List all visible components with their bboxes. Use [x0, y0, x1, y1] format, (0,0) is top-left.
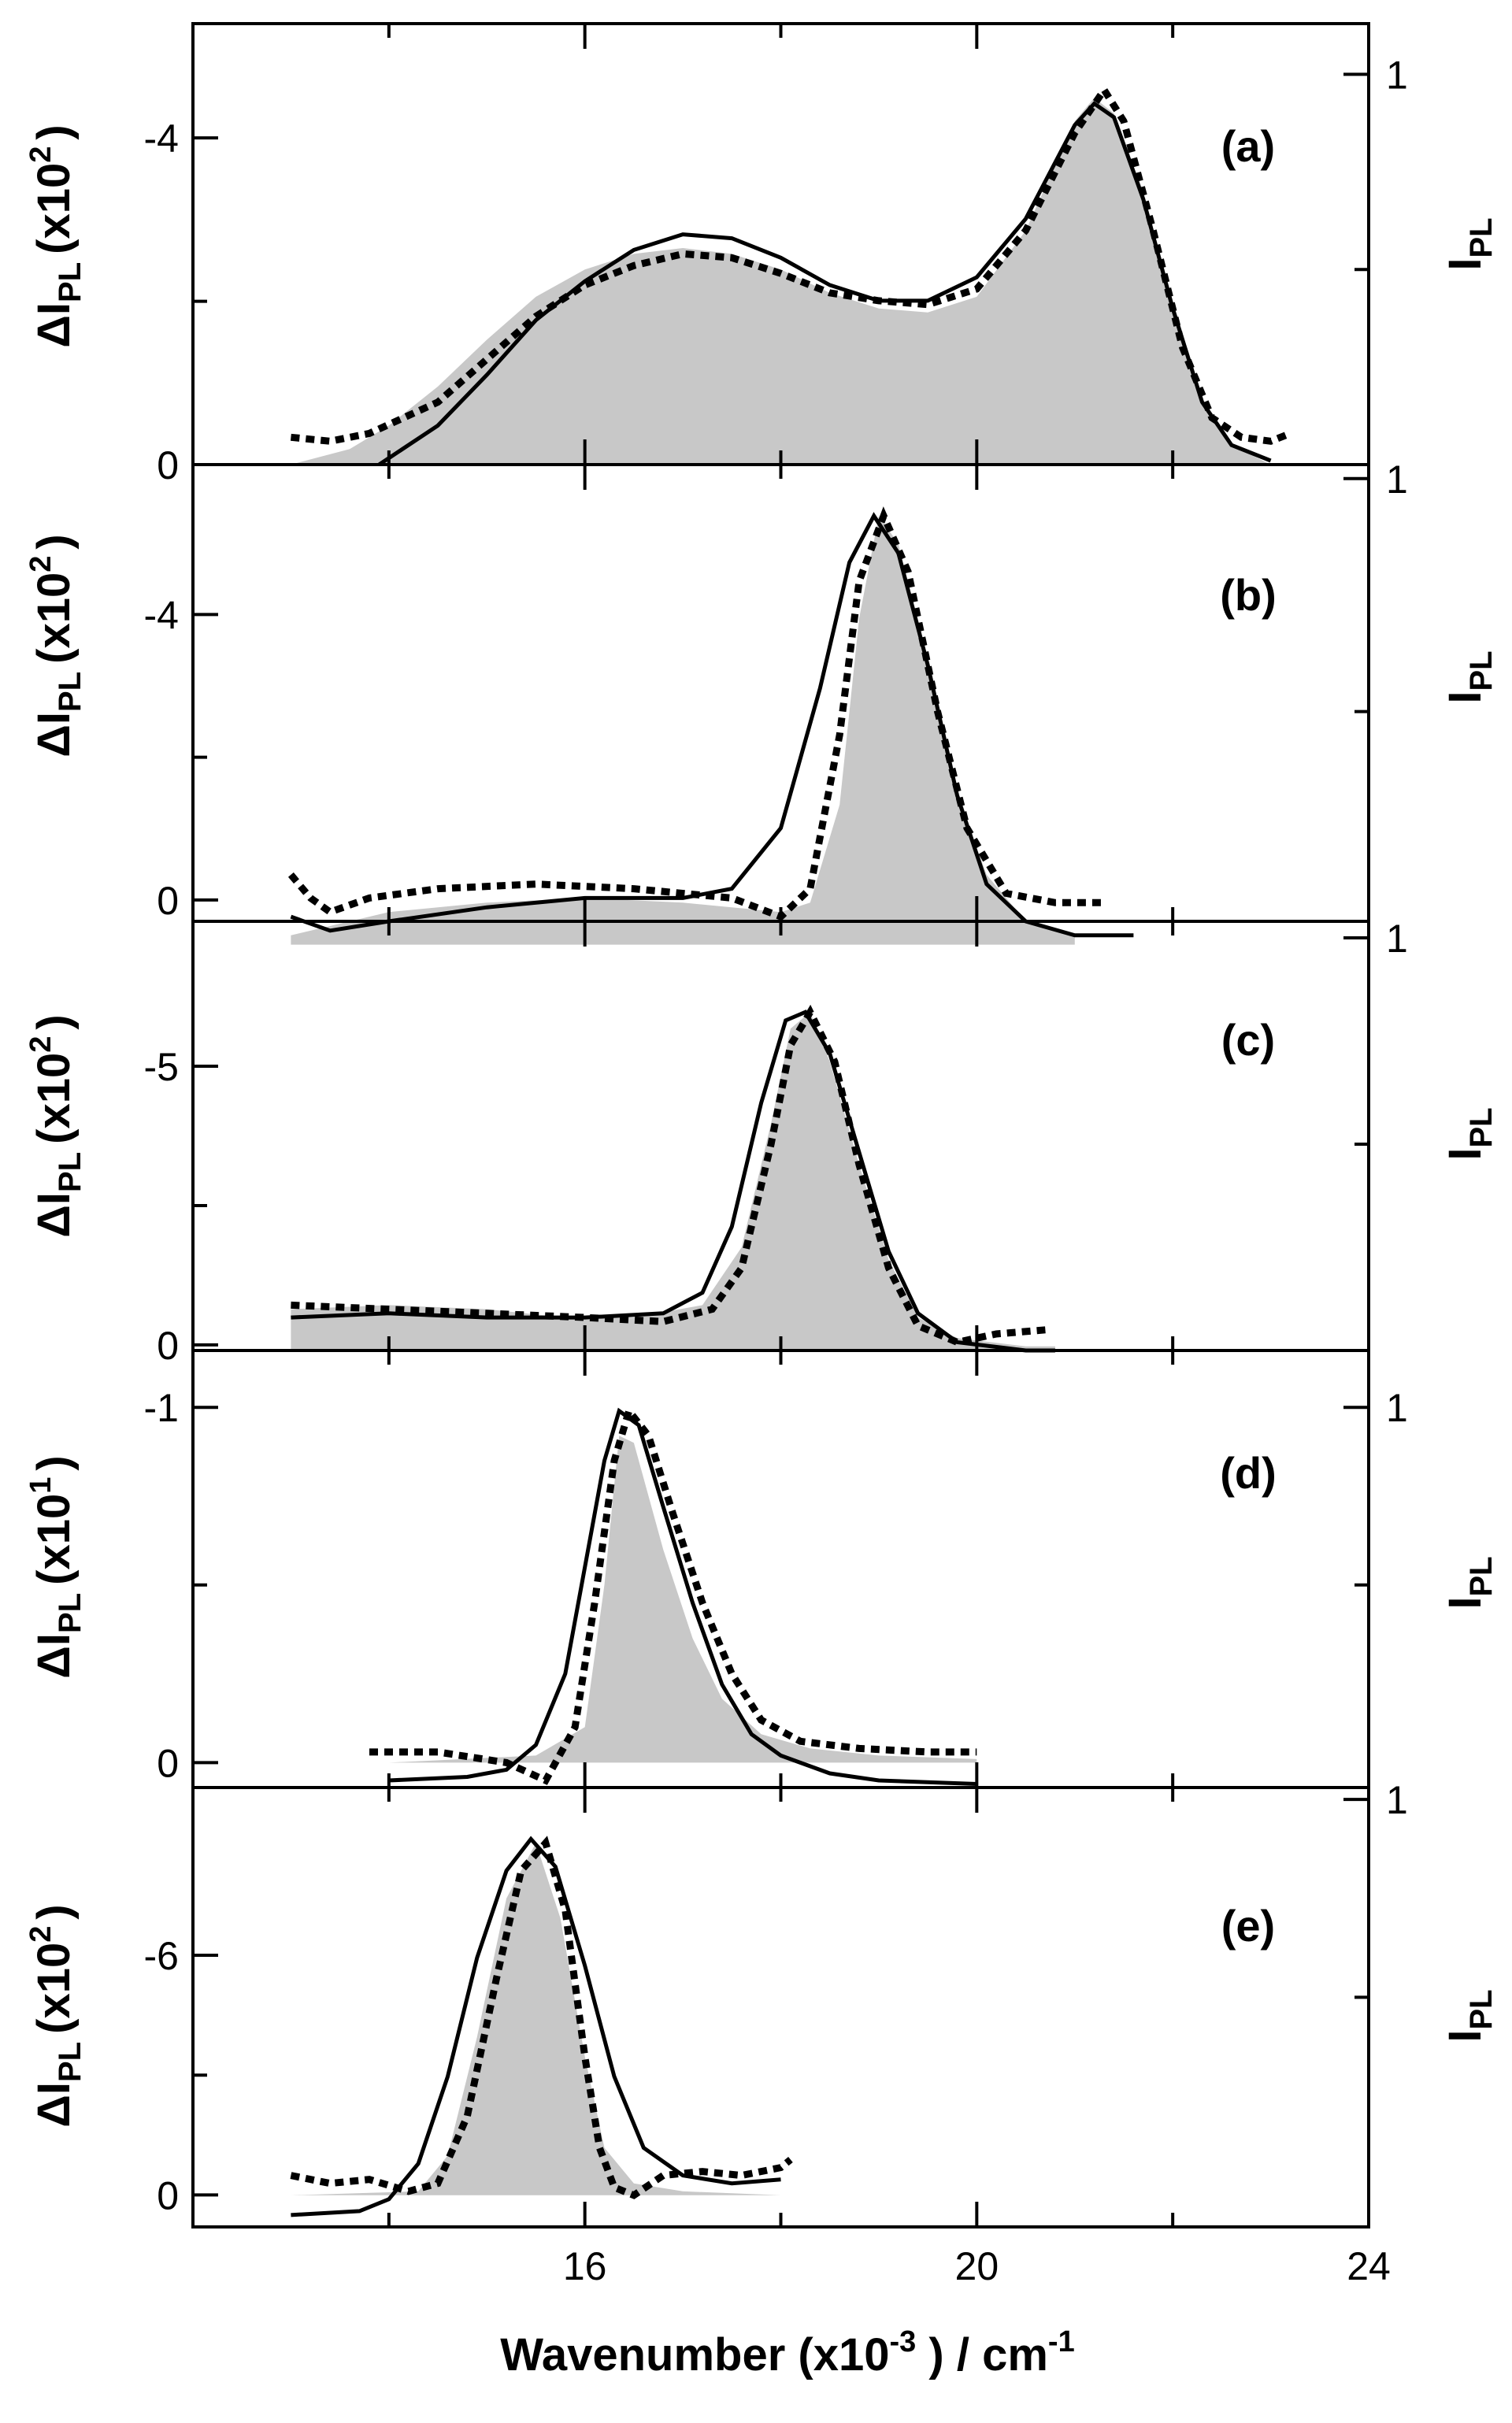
- left-tick-label: -4: [144, 593, 179, 637]
- simulated-line: [290, 512, 1134, 938]
- left-axis-title: ΔIPL(x102): [24, 1904, 87, 2128]
- panel-a: 0 -4 1 (a) ΔIPL(x102) IPL: [24, 22, 1499, 487]
- right-tick-label: 1: [1386, 917, 1408, 961]
- right-axis-title: IPL: [1440, 217, 1499, 270]
- right-tick-label: 1: [1386, 1386, 1408, 1430]
- right-tick-label: 1: [1386, 458, 1408, 502]
- photoluminescence-fill: [291, 1843, 781, 2195]
- right-axis: 1: [1343, 1778, 1408, 1999]
- simulated-line: [291, 1010, 1055, 1353]
- right-axis-title: IPL: [1440, 1107, 1499, 1160]
- left-tick-label: 0: [157, 879, 179, 923]
- x-axis-title: Wavenumber (x10-3 ) / cm-1: [500, 2325, 1074, 2380]
- left-axis-title: ΔIPL(x101): [24, 1455, 87, 1679]
- right-axis: 1: [1343, 53, 1408, 272]
- panel-letter: (b): [1220, 570, 1277, 620]
- left-tick-label: -6: [144, 1934, 179, 1978]
- panel-letter: (d): [1220, 1448, 1277, 1498]
- left-axis-title: ΔIPL(x102): [24, 1014, 87, 1238]
- right-tick-label: 1: [1386, 53, 1408, 97]
- plot-frame: [191, 463, 1370, 923]
- right-axis: 1: [1343, 917, 1408, 1146]
- measured-dotted-line: [287, 506, 1105, 921]
- panel-b: 0 -4 1 (b) ΔIPL(x102) IPL: [24, 458, 1499, 945]
- left-axis: 0 -5: [144, 1045, 218, 1368]
- panel-e: 0 -6 1 (e) ΔIPL(x102) IPL: [24, 1778, 1499, 2228]
- photoluminescence-fill: [291, 516, 1075, 945]
- left-tick-label: 0: [157, 1741, 179, 1785]
- left-axis: 0 -4: [144, 117, 218, 487]
- measured-dotted-line: [290, 1836, 793, 2199]
- right-axis-title: IPL: [1440, 1556, 1499, 1609]
- x-tick-label: 24: [1347, 2244, 1391, 2288]
- left-axis-title: ΔIPL(x102): [24, 534, 87, 758]
- x-ticks: [387, 921, 1370, 1350]
- left-axis: 0 -4: [144, 593, 218, 923]
- photoluminescence-fill: [291, 98, 1271, 465]
- x-ticks: [387, 1350, 1370, 1788]
- right-axis-title: IPL: [1440, 1989, 1499, 2042]
- photoluminescence-fill: [291, 1012, 1055, 1350]
- left-axis: 0 -1: [144, 1386, 218, 1785]
- left-axis: 0 -6: [144, 1934, 218, 2217]
- simulated-line: [388, 1407, 977, 1786]
- left-tick-label: 0: [157, 1324, 179, 1368]
- right-axis: 1: [1343, 1386, 1408, 1587]
- left-tick-label: 0: [157, 443, 179, 487]
- panel-letter: (e): [1221, 1901, 1275, 1951]
- photoluminescence-fill: [388, 1436, 977, 1763]
- measured-dotted-line: [290, 83, 1292, 445]
- panel-letter: (c): [1221, 1015, 1275, 1065]
- panel-letter: (a): [1221, 121, 1275, 171]
- right-tick-label: 1: [1386, 1778, 1408, 1822]
- panel-c: 0 -5 1 (c) ΔIPL(x102) IPL: [24, 917, 1499, 1368]
- left-tick-label: -4: [144, 117, 179, 161]
- measured-dotted-line: [291, 1004, 1046, 1347]
- left-axis-title: ΔIPL(x102): [24, 124, 87, 348]
- x-axis: 16 20 24 Wavenumber (x10-3 ) / cm-1: [500, 2244, 1391, 2380]
- right-axis-title: IPL: [1440, 650, 1499, 703]
- plot-frame: [191, 1349, 1370, 1789]
- x-ticks: [387, 465, 1370, 921]
- left-tick-label: -1: [144, 1386, 179, 1430]
- x-ticks: [387, 24, 1370, 465]
- x-tick-label: 20: [955, 2244, 999, 2288]
- left-tick-label: -5: [144, 1045, 179, 1089]
- x-tick-label: 16: [563, 2244, 607, 2288]
- left-tick-label: 0: [157, 2173, 179, 2217]
- x-ticks: [387, 1788, 1370, 2227]
- panel-d: 0 -1 1 (d) ΔIPL(x101) IPL: [24, 1349, 1499, 1789]
- right-axis: 1: [1343, 458, 1408, 713]
- measured-dotted-line: [369, 1403, 977, 1785]
- plot-frame: [191, 1786, 1370, 2228]
